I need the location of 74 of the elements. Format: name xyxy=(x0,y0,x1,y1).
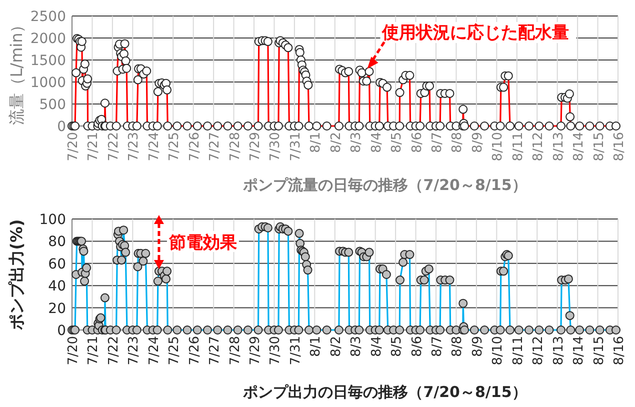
x-tick-label: 8/4 xyxy=(369,132,384,153)
y-tick-label: 60 xyxy=(48,256,66,272)
x-tick-label: 7/22 xyxy=(106,132,122,162)
x-tick-label: 8/10 xyxy=(490,336,506,366)
x-tick-label: 8/3 xyxy=(349,336,364,357)
x-tick-label: 8/4 xyxy=(369,336,384,357)
x-tick-label: 8/2 xyxy=(328,132,344,153)
annotation: 節電効果 xyxy=(168,232,238,253)
x-tick-label: 8/5 xyxy=(390,336,405,357)
x-tick-label: 7/30 xyxy=(268,336,284,366)
x-tick-label: 7/24 xyxy=(146,132,162,162)
x-axis-title: ポンプ流量の日毎の推移（7/20～8/15） xyxy=(242,176,527,194)
x-tick-label: 8/13 xyxy=(551,336,566,366)
y-tick-label: 0 xyxy=(57,119,66,135)
x-tick-label: 8/11 xyxy=(510,336,526,366)
x-tick-label: 7/20 xyxy=(66,336,81,366)
x-tick-label: 7/20 xyxy=(66,132,81,162)
x-tick-label: 7/22 xyxy=(106,336,122,366)
x-tick-label: 7/21 xyxy=(86,132,102,162)
x-tick-label: 8/15 xyxy=(592,132,607,162)
x-tick-label: 8/13 xyxy=(551,132,566,162)
y-tick-label: 20 xyxy=(48,300,66,317)
y-tick-label: 100 xyxy=(39,212,66,228)
x-tick-label: 8/10 xyxy=(490,132,506,162)
y-tick-label: 2000 xyxy=(30,31,66,47)
x-tick-label: 8/12 xyxy=(531,336,546,366)
y-tick-label: 1500 xyxy=(30,53,66,69)
x-tick-label: 7/28 xyxy=(228,336,243,366)
x-tick-label: 8/2 xyxy=(328,336,344,357)
x-tick-label: 8/6 xyxy=(410,336,425,357)
x-tick-label: 7/30 xyxy=(268,132,284,162)
x-tick-label: 8/12 xyxy=(531,132,546,162)
x-tick-label: 7/26 xyxy=(187,132,202,162)
x-tick-label: 8/14 xyxy=(572,132,587,162)
x-tick-label: 8/14 xyxy=(572,336,587,366)
annotation: 使用状況に応じた配水量 xyxy=(381,23,570,43)
x-tick-label: 7/27 xyxy=(208,336,223,366)
y-tick-label: 500 xyxy=(39,97,66,113)
x-tick-label: 7/31 xyxy=(288,336,304,366)
x-tick-label: 8/16 xyxy=(612,132,627,162)
x-tick-label: 7/28 xyxy=(228,132,243,162)
y-tick-label: 40 xyxy=(48,278,66,295)
x-tick-label: 7/29 xyxy=(248,336,263,366)
x-tick-label: 8/7 xyxy=(430,336,445,357)
y-axis-title: 流量（L/min） xyxy=(7,16,26,126)
x-tick-label: 8/8 xyxy=(450,132,466,153)
x-tick-label: 8/1 xyxy=(308,336,324,357)
x-tick-label: 8/9 xyxy=(470,132,486,153)
x-tick-label: 8/7 xyxy=(430,132,445,153)
x-tick-label: 7/25 xyxy=(167,336,182,366)
y-axis-title: ポンプ出力(%) xyxy=(7,219,26,331)
x-tick-label: 8/15 xyxy=(592,336,607,366)
y-tick-label: 2500 xyxy=(30,9,66,25)
x-tick-label: 7/21 xyxy=(86,336,102,366)
x-tick-label: 7/23 xyxy=(126,336,142,366)
y-tick-label: 0 xyxy=(57,323,66,339)
x-tick-label: 8/1 xyxy=(308,132,324,153)
x-tick-label: 7/31 xyxy=(288,132,304,162)
x-axis-title: ポンプ出力の日毎の推移（7/20～8/15） xyxy=(242,383,527,401)
x-tick-label: 7/29 xyxy=(248,132,263,162)
x-tick-label: 8/8 xyxy=(450,336,466,357)
x-tick-label: 7/26 xyxy=(187,336,202,366)
x-tick-label: 7/25 xyxy=(167,132,182,162)
y-tick-label: 80 xyxy=(48,234,66,250)
x-tick-label: 7/23 xyxy=(126,132,142,162)
x-tick-label: 8/5 xyxy=(390,132,405,153)
y-tick-label: 1000 xyxy=(30,75,66,91)
x-tick-label: 8/16 xyxy=(612,336,627,366)
x-tick-label: 8/9 xyxy=(470,336,486,357)
x-tick-label: 7/24 xyxy=(146,336,162,366)
x-tick-label: 8/11 xyxy=(510,132,526,162)
x-tick-label: 8/6 xyxy=(410,132,425,153)
x-tick-label: 7/27 xyxy=(208,132,223,162)
x-tick-label: 8/3 xyxy=(349,132,364,153)
